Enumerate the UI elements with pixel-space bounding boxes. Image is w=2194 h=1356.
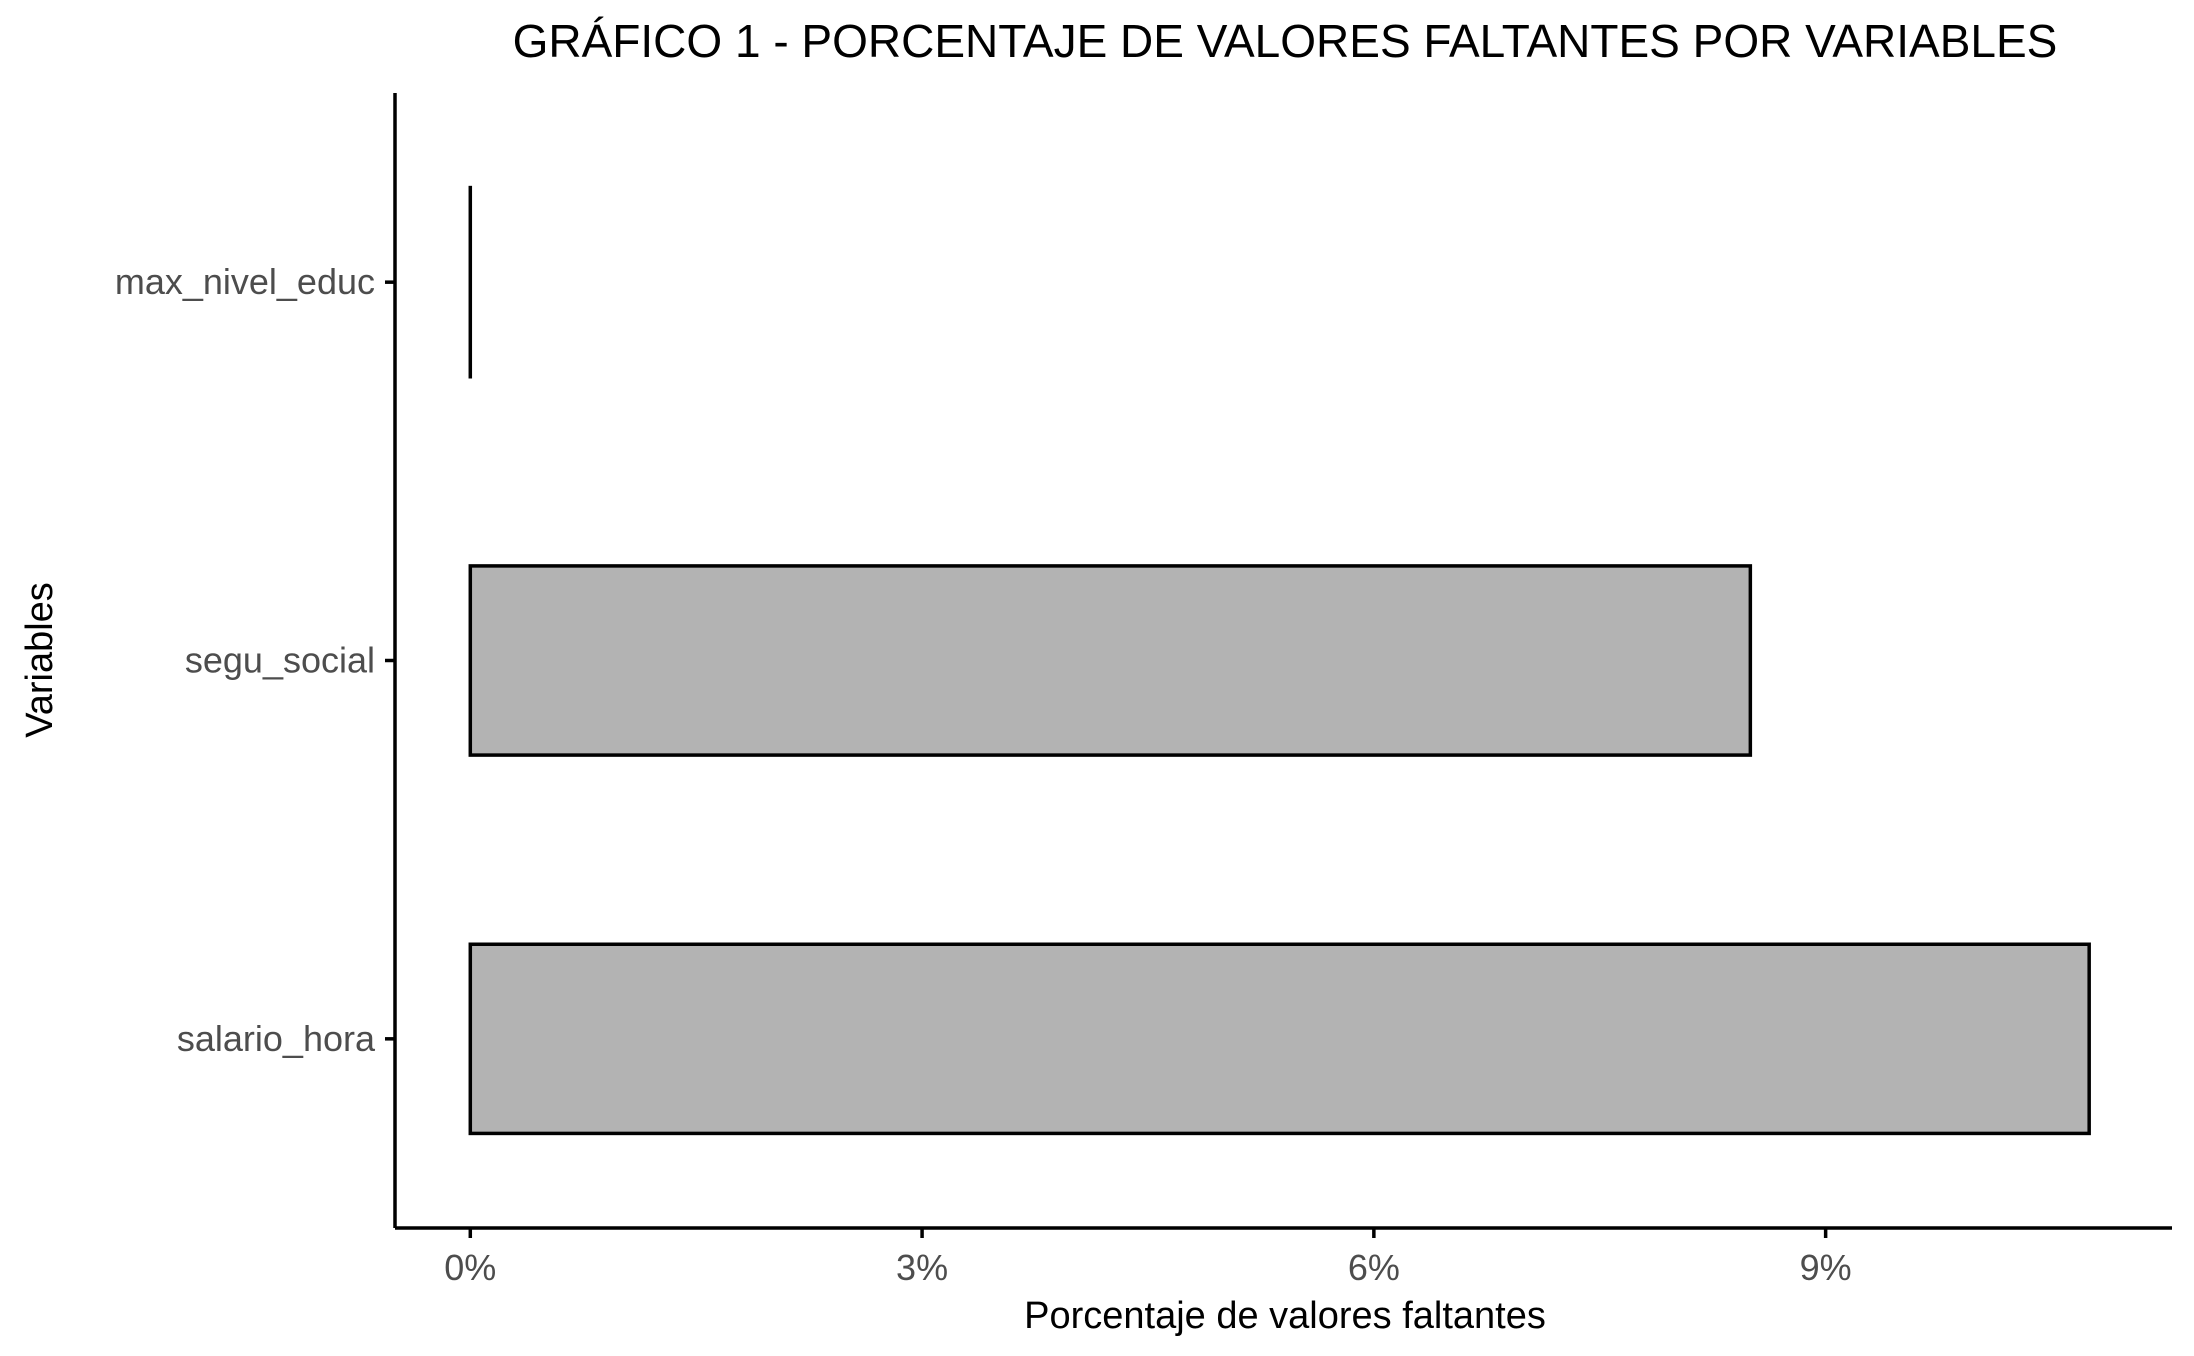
bars-group <box>468 185 2091 1136</box>
x-axis-title: Porcentaje de valores faltantes <box>1024 1295 1546 1337</box>
y-axis-title: Variables <box>19 582 61 738</box>
x-axis: 0% 3% 6% 9% <box>395 1226 2172 1288</box>
chart-title: GRÁFICO 1 - PORCENTAJE DE VALORES FALTAN… <box>513 15 2058 67</box>
y-tick-label-segu-social: segu_social <box>185 640 375 681</box>
bar-segu-social <box>468 564 1753 757</box>
x-tick-label-6: 6% <box>1348 1247 1400 1288</box>
x-tick-label-9: 9% <box>1800 1247 1852 1288</box>
bar-salario-hora <box>468 942 2091 1136</box>
y-axis: max_nivel_educ segu_social salario_hora <box>115 93 397 1228</box>
y-tick-label-salario-hora: salario_hora <box>177 1018 376 1059</box>
x-tick-label-0: 0% <box>444 1247 496 1288</box>
x-tick-label-3: 3% <box>896 1247 948 1288</box>
y-tick-label-max-nivel-educ: max_nivel_educ <box>115 261 375 302</box>
